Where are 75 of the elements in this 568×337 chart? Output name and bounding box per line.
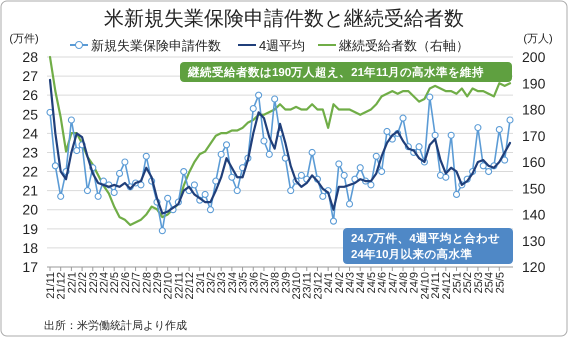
y2-tick-label: 170	[522, 128, 546, 144]
x-tick-label: 24/8	[398, 272, 410, 294]
x-tick-label: 23/11	[302, 272, 314, 299]
x-tick-label: 24/4	[355, 272, 368, 294]
x-tick-label: 22/2	[77, 272, 90, 294]
y-tick-label: 22	[22, 164, 38, 180]
y-tick-label: 26	[22, 87, 38, 104]
legend-label: 継続受給者数（右軸）	[338, 38, 469, 53]
x-tick-label: 23/9	[280, 272, 292, 294]
x-tick-label: 22/6	[120, 272, 132, 294]
annotation: 24.7万件、4週平均と合わせ 24年10月以来の高水準	[351, 231, 500, 261]
x-tick-label: 23/6	[248, 272, 260, 294]
x-tick-label: 22/9	[152, 272, 164, 294]
x-tick-label: 25/5	[494, 272, 506, 294]
y2-tick-label: 130	[522, 232, 546, 249]
y2-tick-label: 200	[522, 49, 546, 65]
x-tick-label: 22/8	[141, 272, 154, 294]
x-tick-label: 21/11	[45, 272, 57, 299]
y2-tick-label: 160	[522, 154, 546, 170]
y2-tick-label: 150	[522, 180, 546, 196]
y-tick-label: 28	[22, 49, 38, 65]
x-tick-label: 22/10	[162, 272, 175, 300]
x-tick-label: 22/11	[173, 272, 186, 299]
x-tick-label: 24/11	[430, 272, 442, 299]
y2-tick-label: 190	[522, 75, 546, 92]
x-tick-label: 21/12	[56, 272, 68, 300]
x-tick-label: 25/1	[452, 272, 464, 294]
y-tick-label: 27	[22, 68, 38, 84]
x-tick-label: 24/10	[419, 272, 432, 300]
x-tick-label: 23/10	[291, 272, 304, 300]
x-tick-label: 25/2	[462, 272, 474, 294]
y2-tick-label: 140	[522, 206, 546, 222]
x-tick-label: 24/7	[387, 272, 400, 294]
y2-tick-label: 120	[522, 259, 546, 275]
y-tick-label: 24	[22, 125, 38, 142]
x-tick-label: 23/1	[194, 272, 207, 294]
x-tick-label: 22/7	[130, 272, 143, 294]
annotation: 継続受給者数は190万人超え、21年11月の高水準を維持	[187, 65, 484, 79]
x-tick-label: 25/3	[472, 272, 485, 294]
x-tick-label: 24/1	[323, 272, 336, 294]
x-tick-label: 24/12	[440, 272, 453, 300]
y-tick-label: 23	[22, 144, 38, 160]
y-tick-label: 17	[22, 259, 38, 275]
x-tick-label: 24/3	[344, 272, 357, 294]
x-tick-label: 22/4	[98, 272, 110, 294]
text: 出所：米労働統計局より作成	[44, 319, 187, 332]
x-tick-label: 22/1	[66, 272, 78, 294]
y-tick-label: 21	[22, 182, 38, 199]
legend-label: 新規失業保険申請件数	[91, 38, 221, 53]
x-tick-label: 24/5	[366, 272, 378, 294]
x-tick-label: 23/12	[312, 272, 324, 300]
y2-axis-title: (万人)	[523, 33, 553, 45]
chart-title: 米新規失業保険申請件数と継続受給者数	[104, 8, 464, 30]
x-tick-label: 23/4	[226, 272, 239, 294]
y2-tick-label: 180	[522, 102, 546, 118]
x-tick-label: 24/6	[376, 272, 389, 294]
y-tick-label: 18	[22, 240, 38, 256]
x-tick-label: 23/2	[205, 272, 218, 294]
x-tick-label: 22/5	[109, 272, 122, 294]
x-tick-label: 25/4	[484, 272, 496, 294]
x-tick-label: 23/5	[238, 272, 250, 294]
x-tick-label: 23/8	[270, 272, 282, 294]
x-tick-label: 22/12	[184, 272, 196, 300]
x-tick-label: 24/9	[408, 272, 421, 294]
y-tick-label: 20	[22, 202, 38, 218]
x-tick-label: 22/3	[88, 272, 100, 294]
line-series	[48, 78, 512, 215]
x-tick-label: 23/3	[216, 272, 228, 294]
y-axis-title: (万件)	[9, 33, 39, 45]
y-tick-label: 25	[22, 106, 38, 122]
legend-label: 4週平均	[259, 38, 306, 53]
line-series	[48, 56, 512, 226]
y-tick-label: 19	[22, 220, 38, 237]
x-tick-label: 24/2	[334, 272, 346, 294]
x-tick-label: 23/7	[258, 272, 271, 294]
